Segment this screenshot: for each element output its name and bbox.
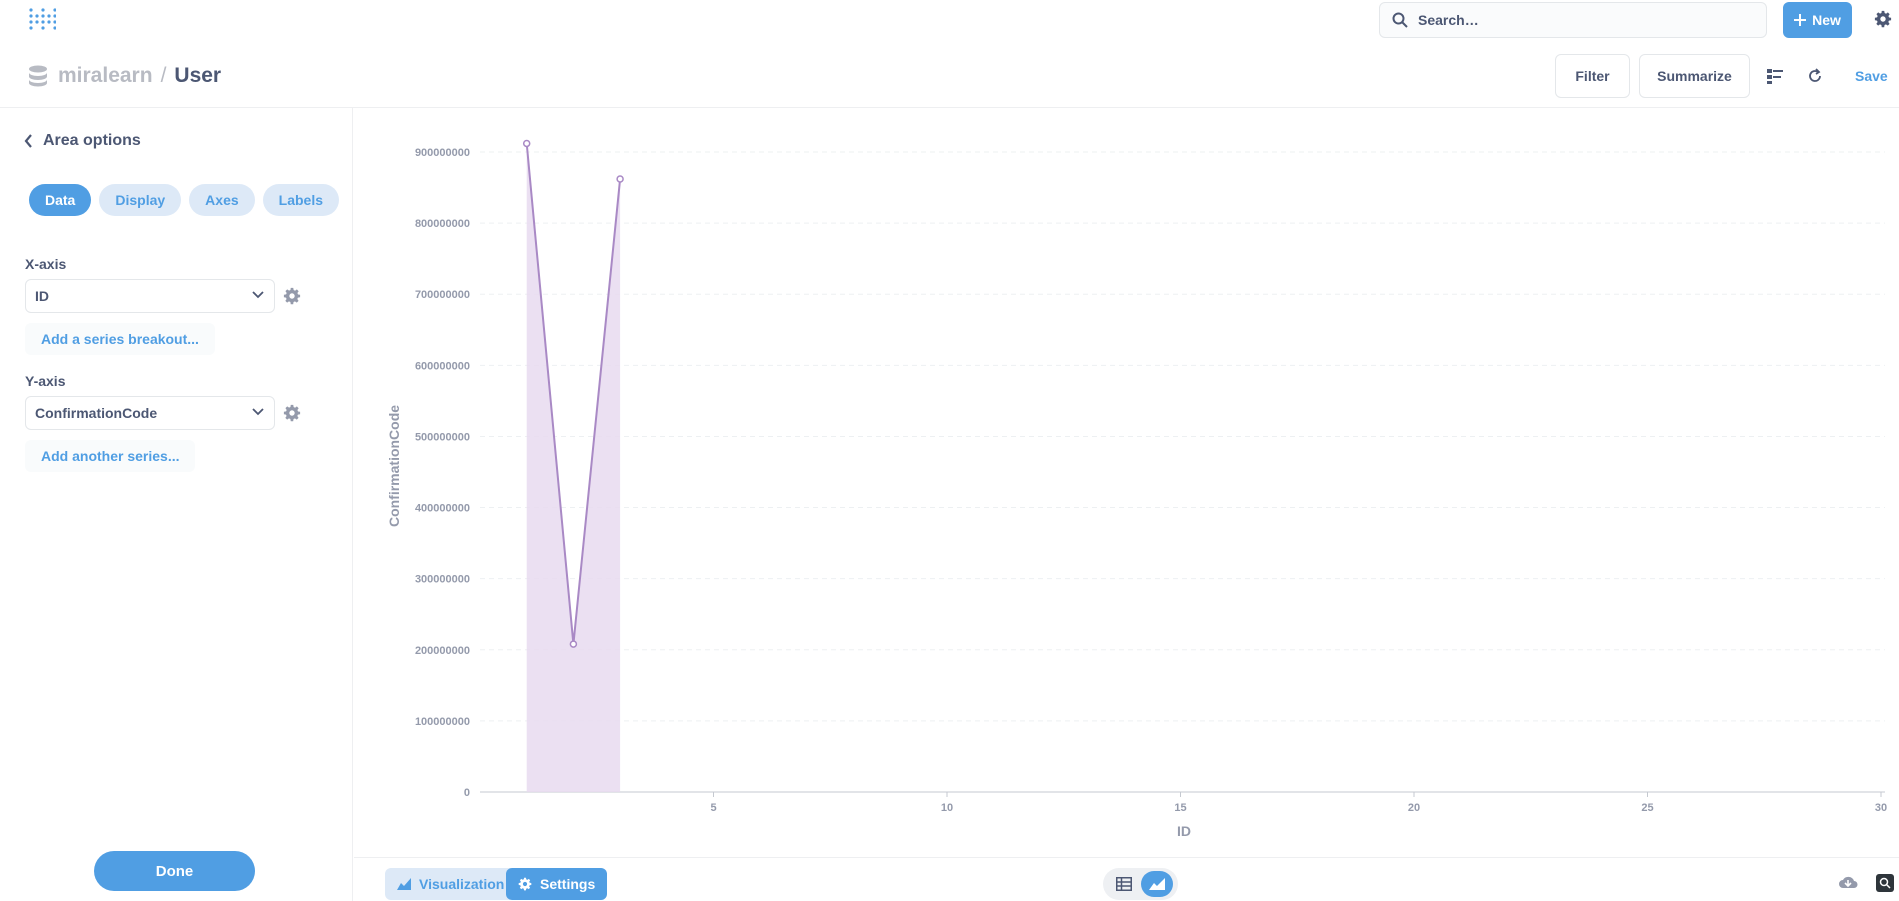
x-tick-label: 15 [1174,802,1186,814]
chart-settings-sidebar: Area options Data Display Axes Labels X-… [0,108,353,901]
y-tick-label: 600000000 [415,360,470,372]
data-point[interactable] [522,139,531,148]
y-tick-label: 500000000 [415,431,470,443]
gear-icon[interactable] [1874,10,1892,28]
y-axis-label: Y-axis [25,373,66,389]
y-tick-label: 800000000 [415,218,470,230]
breadcrumb-table[interactable]: User [174,64,222,87]
visualization-button[interactable]: Visualization [385,868,517,900]
chart-area: 0 100000000 200000000 300000000 400000000 500… [354,108,1899,857]
download-icon[interactable] [1838,874,1858,890]
query-header: miralearn / User Filter Summarize Save [0,40,1899,108]
add-another-series-button[interactable]: Add another series... [25,440,196,472]
chart-view-toggle[interactable] [1141,871,1174,897]
y-axis-select[interactable]: ConfirmationCode [25,396,275,430]
chevron-down-icon [252,408,264,416]
data-point[interactable] [569,640,578,648]
query-footer: Visualization Settings [354,857,1899,901]
breadcrumb-separator: / [160,64,167,87]
breadcrumb-database[interactable]: miralearn [58,64,153,87]
gear-icon [518,877,532,891]
done-button[interactable]: Done [94,851,255,891]
y-axis-value: ConfirmationCode [35,405,158,421]
tab-axes[interactable]: Axes [189,184,255,216]
search-input[interactable] [1418,12,1738,28]
tab-data[interactable]: Data [29,184,92,216]
y-tick-label: 700000000 [415,289,470,301]
metabase-logo-icon[interactable] [28,6,56,34]
y-axis-title: ConfirmationCode [386,405,402,527]
embed-icon[interactable] [1876,874,1894,892]
top-navigation-bar: New [0,0,1899,40]
x-axis-value: ID [35,288,49,304]
settings-label: Settings [540,876,596,892]
notebook-editor-icon[interactable] [1766,67,1784,85]
x-tick-label: 5 [710,802,716,814]
sidebar-title: Area options [43,132,141,149]
summarize-button[interactable]: Summarize [1639,54,1750,98]
tab-labels[interactable]: Labels [262,184,339,216]
area-options-back[interactable]: Area options [24,132,141,150]
y-axis-gear-icon[interactable] [283,404,301,422]
refresh-icon[interactable] [1806,67,1824,85]
search-bar[interactable] [1379,2,1767,38]
x-axis-title: ID [1177,823,1191,839]
y-tick-label: 0 [464,787,470,799]
series-area [526,143,621,792]
chevron-down-icon [252,291,264,299]
y-tick-label: 900000000 [415,147,470,159]
table-view-toggle[interactable] [1108,871,1140,897]
x-axis-gear-icon[interactable] [283,287,301,305]
add-series-breakout-button[interactable]: Add a series breakout... [25,323,215,355]
settings-button[interactable]: Settings [506,868,608,900]
x-axis-select[interactable]: ID [25,279,275,313]
data-point[interactable] [616,175,624,183]
x-axis-label: X-axis [25,256,67,272]
x-tick-label: 25 [1641,802,1653,814]
table-chart-toggle [1103,868,1178,900]
table-icon [1115,877,1132,891]
area-chart: 0 100000000 200000000 300000000 400000000 500… [386,139,1887,839]
search-icon [1392,12,1408,28]
y-tick-label: 400000000 [415,503,470,515]
x-tick-label: 10 [941,802,953,814]
database-icon [29,65,47,87]
breadcrumb: miralearn / User [28,64,221,88]
save-button[interactable]: Save [1855,68,1888,84]
y-tick-label: 300000000 [415,574,470,586]
plus-icon [1794,14,1807,26]
filter-button[interactable]: Filter [1555,54,1630,98]
area-chart-icon [1149,878,1166,890]
settings-tabs: Data Display Axes Labels [29,184,339,216]
chevron-left-icon [24,134,32,148]
visualization-label: Visualization [419,876,505,892]
y-tick-label: 200000000 [415,645,470,657]
area-chart-icon [397,878,411,890]
new-button-label: New [1812,12,1841,28]
x-tick-label: 30 [1875,802,1887,814]
tab-display[interactable]: Display [99,184,182,216]
y-tick-label: 100000000 [415,716,470,728]
x-tick-label: 20 [1408,802,1420,814]
new-button[interactable]: New [1783,2,1852,38]
